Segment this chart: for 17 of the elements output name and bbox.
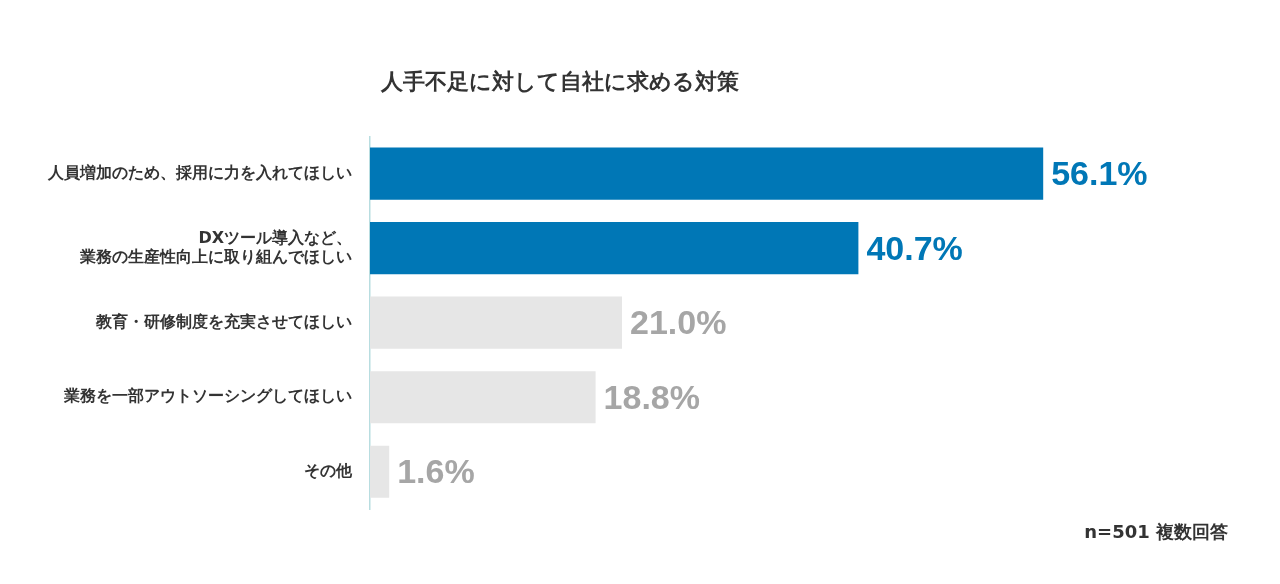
data-label: 40.7%: [866, 228, 963, 267]
data-label: 1.6%: [397, 452, 475, 491]
data-label: 21.0%: [630, 303, 727, 342]
bar: [370, 371, 596, 424]
bar: [370, 147, 1044, 200]
y-tick-label: 業務を一部アウトソーシングしてほしい: [63, 386, 352, 406]
y-tick-label: 人員増加のため、採用に力を入れてほしい: [47, 162, 352, 182]
y-tick-label: 教育・研修制度を充実させてほしい: [95, 311, 352, 331]
y-tick-label: DXツール導入など、業務の生産性向上に取り組んでほしい: [79, 227, 352, 266]
chart-title: 人手不足に対して自社に求める対策: [380, 68, 739, 94]
y-tick-label: その他: [304, 460, 353, 480]
data-label: 18.8%: [603, 377, 701, 416]
data-label: 56.1%: [1051, 154, 1148, 193]
bar: [370, 222, 859, 275]
text: n=501 複数回答: [1084, 520, 1228, 544]
bar: [370, 296, 622, 349]
bar: [370, 445, 390, 498]
